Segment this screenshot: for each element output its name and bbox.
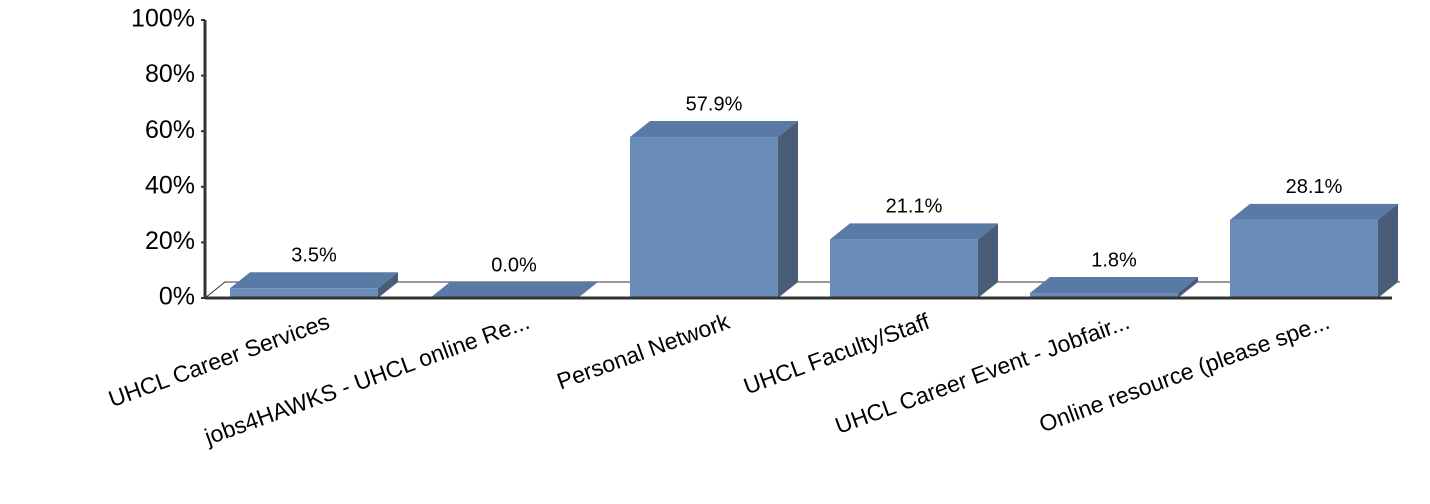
value-label: 28.1% bbox=[1286, 176, 1343, 198]
bar-front bbox=[1030, 292, 1178, 298]
bar-top bbox=[430, 282, 598, 298]
value-label: 3.5% bbox=[291, 245, 337, 267]
y-tick-label: 80% bbox=[145, 60, 195, 88]
bar-front bbox=[830, 239, 978, 298]
value-label: 57.9% bbox=[686, 93, 743, 115]
value-label: 0.0% bbox=[491, 254, 537, 276]
floor bbox=[204, 281, 1400, 299]
value-label: 21.1% bbox=[886, 196, 943, 218]
bar-front bbox=[230, 288, 378, 298]
bar-front bbox=[630, 137, 778, 298]
bar-front bbox=[1230, 219, 1378, 298]
bar-side bbox=[378, 272, 398, 298]
bar-side bbox=[1378, 203, 1398, 298]
y-tick-label: 40% bbox=[145, 171, 195, 199]
y-tick-label: 0% bbox=[159, 283, 195, 311]
y-tick-label: 100% bbox=[131, 5, 195, 33]
bar-top bbox=[1030, 276, 1198, 293]
x-tick-label: Personal Network bbox=[553, 308, 733, 395]
bar-top bbox=[230, 272, 398, 289]
y-tick-label: 20% bbox=[145, 227, 195, 255]
y-tick-label: 60% bbox=[145, 116, 195, 144]
value-label: 1.8% bbox=[1091, 249, 1137, 271]
bar-top bbox=[630, 121, 798, 138]
bar-side bbox=[778, 121, 798, 299]
bar-top bbox=[1230, 203, 1398, 220]
x-tick-label: UHCL Faculty/Staff bbox=[740, 308, 933, 400]
bar-side bbox=[978, 223, 998, 298]
bar-top bbox=[830, 223, 998, 240]
bar-side bbox=[1178, 276, 1198, 298]
x-tick-label: jobs4HAWKS - UHCL online Re... bbox=[200, 308, 533, 450]
